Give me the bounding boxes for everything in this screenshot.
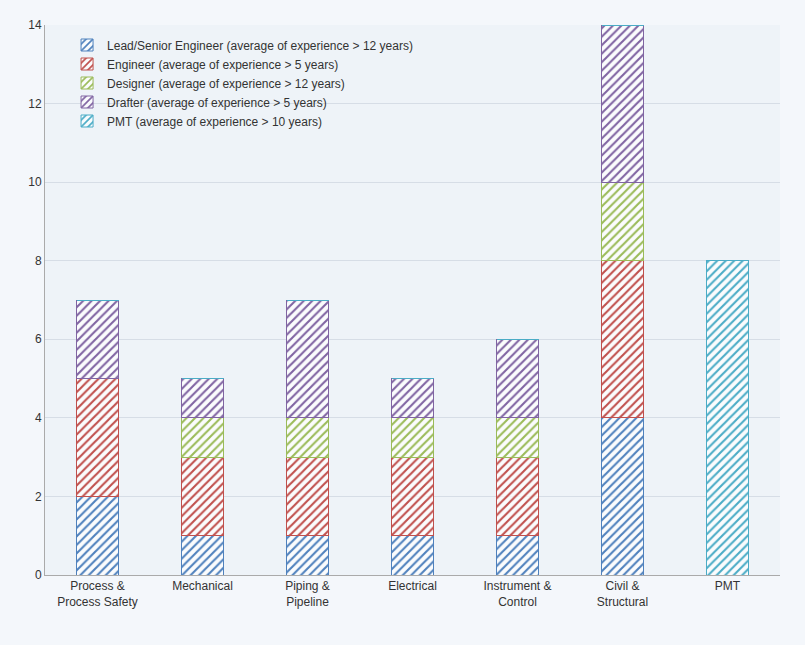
svg-text:Lead/Senior Engineer (average: Lead/Senior Engineer (average of experie… — [107, 39, 413, 53]
svg-text:8: 8 — [35, 254, 42, 268]
svg-text:14: 14 — [28, 18, 42, 32]
svg-text:0: 0 — [35, 568, 42, 582]
svg-text:PMT: PMT — [715, 579, 741, 593]
svg-text:6: 6 — [35, 332, 42, 346]
svg-text:12: 12 — [28, 97, 42, 111]
svg-text:Instrument &Control: Instrument &Control — [483, 579, 551, 609]
svg-text:Mechanical: Mechanical — [172, 579, 233, 593]
svg-text:PMT (average of experience > 1: PMT (average of experience > 10 years) — [107, 115, 322, 129]
svg-text:Process &Process Safety: Process &Process Safety — [57, 579, 138, 609]
svg-text:Engineer (average of experienc: Engineer (average of experience > 5 year… — [107, 58, 338, 72]
svg-text:10: 10 — [28, 175, 42, 189]
svg-text:Drafter (average of experience: Drafter (average of experience > 5 years… — [107, 96, 327, 110]
svg-text:Electrical: Electrical — [388, 579, 437, 593]
svg-text:Civil &Structural: Civil &Structural — [597, 579, 648, 609]
svg-text:2: 2 — [35, 490, 42, 504]
svg-text:4: 4 — [35, 411, 42, 425]
svg-text:Designer (average of experienc: Designer (average of experience > 12 yea… — [107, 77, 345, 91]
svg-text:Piping &Pipeline: Piping &Pipeline — [285, 579, 330, 609]
